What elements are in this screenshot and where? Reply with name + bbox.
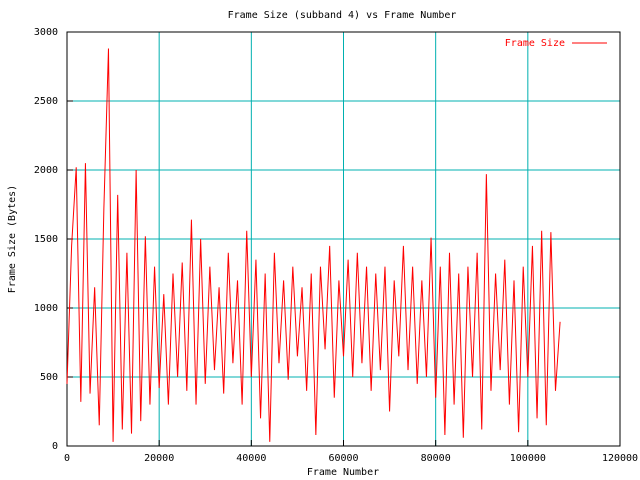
y-tick-label: 500: [40, 372, 58, 383]
x-tick-label: 80000: [421, 453, 451, 464]
y-tick-label: 0: [52, 441, 58, 452]
y-tick-label: 1000: [34, 303, 58, 314]
data-line: [66, 48, 561, 442]
chart-title: Frame Size (subband 4) vs Frame Number: [228, 10, 457, 21]
x-tick-label: 120000: [602, 453, 638, 464]
y-tick-label: 3000: [34, 27, 58, 38]
y-tick-label: 2000: [34, 165, 58, 176]
y-tick-label: 2500: [34, 96, 58, 107]
legend-label: Frame Size: [505, 38, 565, 49]
x-tick-label: 20000: [144, 453, 174, 464]
plot-border: [66, 31, 621, 447]
x-tick-label: 100000: [510, 453, 546, 464]
x-axis-label: Frame Number: [307, 467, 379, 478]
y-tick-label: 1500: [34, 234, 58, 245]
y-axis-label: Frame Size (Bytes): [7, 185, 18, 293]
x-tick-label: 40000: [236, 453, 266, 464]
x-tick-label: 60000: [328, 453, 358, 464]
x-tick-label: 0: [64, 453, 70, 464]
